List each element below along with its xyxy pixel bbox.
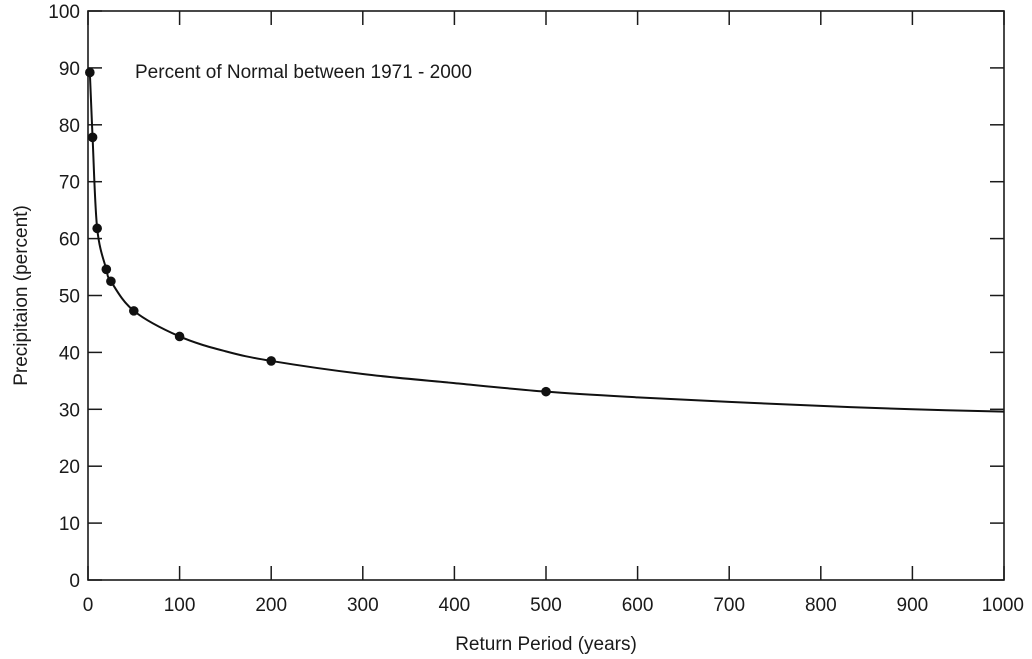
x-tick-label: 1000: [982, 595, 1024, 616]
x-axis-title: Return Period (years): [455, 634, 637, 655]
y-tick-label: 40: [59, 343, 80, 364]
x-tick-label: 600: [622, 595, 654, 616]
data-point: [101, 264, 112, 275]
y-tick-label: 100: [48, 2, 80, 23]
x-tick-label: 300: [347, 595, 379, 616]
x-tick-label: 200: [255, 595, 287, 616]
y-tick-label: 50: [59, 287, 80, 308]
data-point: [87, 132, 98, 143]
x-tick-label: 0: [83, 595, 94, 616]
x-tick-label: 500: [530, 595, 562, 616]
x-axis-ticks: 0 100 200 300 400 500 600 700 800 900 1000: [83, 11, 1024, 616]
data-point: [85, 67, 95, 78]
plot-area-frame: [87, 10, 1005, 581]
data-point: [541, 386, 551, 397]
x-tick-label: 900: [897, 595, 929, 616]
data-point: [106, 276, 116, 287]
x-tick-label: 400: [439, 595, 471, 616]
series-curve: [88, 72, 1005, 413]
data-point: [174, 331, 185, 342]
data-point: [266, 356, 277, 366]
y-tick-label: 10: [59, 514, 80, 535]
data-point: [129, 306, 139, 316]
y-axis-ticks: 0 10 20 30 40 50 60 70 80 90 100: [48, 2, 1004, 592]
y-axis-title: Precipitaion (percent): [11, 205, 32, 386]
x-tick-label: 800: [805, 595, 837, 616]
data-point: [92, 223, 102, 234]
y-tick-label: 30: [59, 400, 80, 421]
data-points: [85, 67, 551, 397]
y-tick-label: 70: [59, 173, 80, 194]
x-tick-label: 100: [164, 595, 196, 616]
y-tick-label: 80: [59, 116, 80, 137]
y-tick-label: 90: [59, 59, 80, 80]
chart-annotation: Percent of Normal between 1971 - 2000: [135, 62, 472, 83]
x-tick-label: 700: [713, 595, 745, 616]
y-tick-label: 0: [69, 571, 80, 592]
y-tick-label: 20: [59, 457, 80, 478]
y-tick-label: 60: [59, 230, 80, 251]
